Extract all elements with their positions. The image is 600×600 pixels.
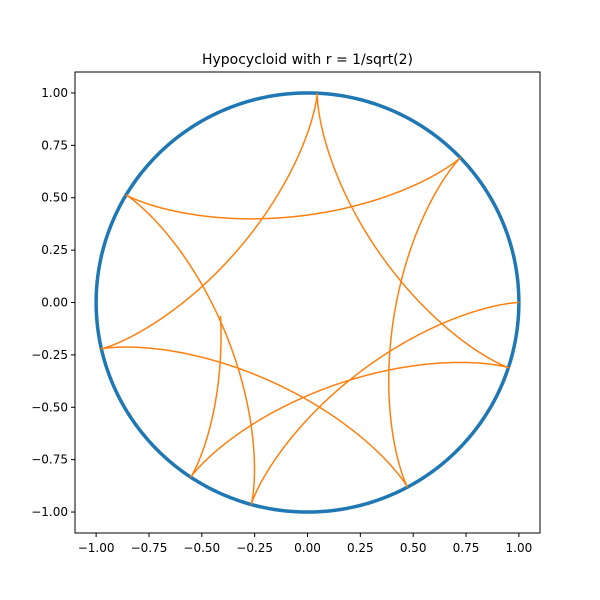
y-axis: −1.00 −0.75 −0.50 −0.25 0.00 0.25 0.50 0.75 1.00 [31,86,75,519]
y-tick-label: 0.75 [41,138,68,152]
x-tick-label: 0.50 [400,541,427,555]
x-tick-label: −0.50 [183,541,220,555]
unit-circle-series [94,91,521,514]
x-tick-label: −0.25 [236,541,273,555]
y-tick-label: −0.25 [31,348,68,362]
x-tick-label: −0.75 [131,541,168,555]
y-tick-label: 1.00 [41,86,68,100]
axes-frame [74,71,541,534]
chart-title: Hypocycloid with r = 1/sqrt(2) [202,52,413,68]
y-tick-label: −0.50 [31,400,68,414]
hypocycloid-series [100,93,519,506]
y-tick-label: −1.00 [31,505,68,519]
x-axis: −1.00 −0.75 −0.50 −0.25 0.00 0.25 0.50 0.75 1.00 [78,533,532,555]
plot-area [94,91,521,514]
y-tick-label: 0.50 [41,191,68,205]
x-tick-label: 1.00 [506,541,533,555]
x-tick-label: −1.00 [78,541,115,555]
y-tick-label: −0.75 [31,453,68,467]
x-tick-label: 0.00 [294,541,321,555]
x-tick-label: 0.25 [347,541,374,555]
y-tick-label: 0.25 [41,243,68,257]
x-tick-label: 0.75 [453,541,480,555]
y-tick-label: 0.00 [41,296,68,310]
